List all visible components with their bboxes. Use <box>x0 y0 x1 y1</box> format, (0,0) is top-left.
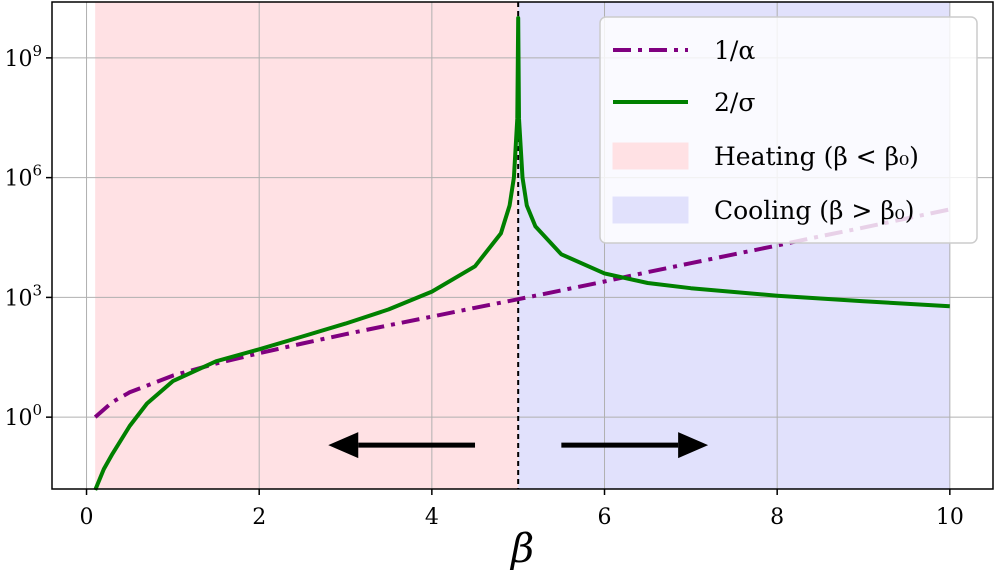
y-tick-label-3: 109 <box>4 42 42 72</box>
series-line-1 <box>93 16 950 491</box>
x-tick-label-3: 6 <box>598 505 612 530</box>
legend-swatch-3 <box>612 196 689 224</box>
x-tick-label-1: 2 <box>252 505 266 530</box>
axis-ticks: 0 2 4 6 8 10 100 103 106 109 <box>4 42 963 530</box>
x-tick-label-0: 0 <box>80 505 94 530</box>
y-tick-label-1: 103 <box>4 281 42 311</box>
arrow-head-0 <box>328 432 359 459</box>
x-tick-label-4: 8 <box>770 505 784 530</box>
legend-box <box>599 16 978 244</box>
region-0 <box>95 2 519 489</box>
y-tick-label-2: 106 <box>4 162 42 192</box>
direction-arrows <box>328 432 709 459</box>
arrow-head-1 <box>678 432 709 459</box>
x-tick-label-2: 4 <box>425 505 439 530</box>
legend: 1/α 2/σ Heating (β < β₀) Cooling (β > β₀) <box>599 16 978 244</box>
legend-label-2: Heating (β < β₀) <box>714 142 919 171</box>
x-axis-label: β <box>509 526 534 570</box>
axes-frame <box>51 1 994 490</box>
x-tick-label-5: 10 <box>936 505 964 530</box>
legend-label-1: 2/σ <box>714 88 755 117</box>
legend-label-3: Cooling (β > β₀) <box>714 196 915 225</box>
legend-swatch-2 <box>612 142 689 170</box>
y-tick-label-0: 100 <box>4 401 42 431</box>
legend-label-0: 1/α <box>714 36 755 65</box>
